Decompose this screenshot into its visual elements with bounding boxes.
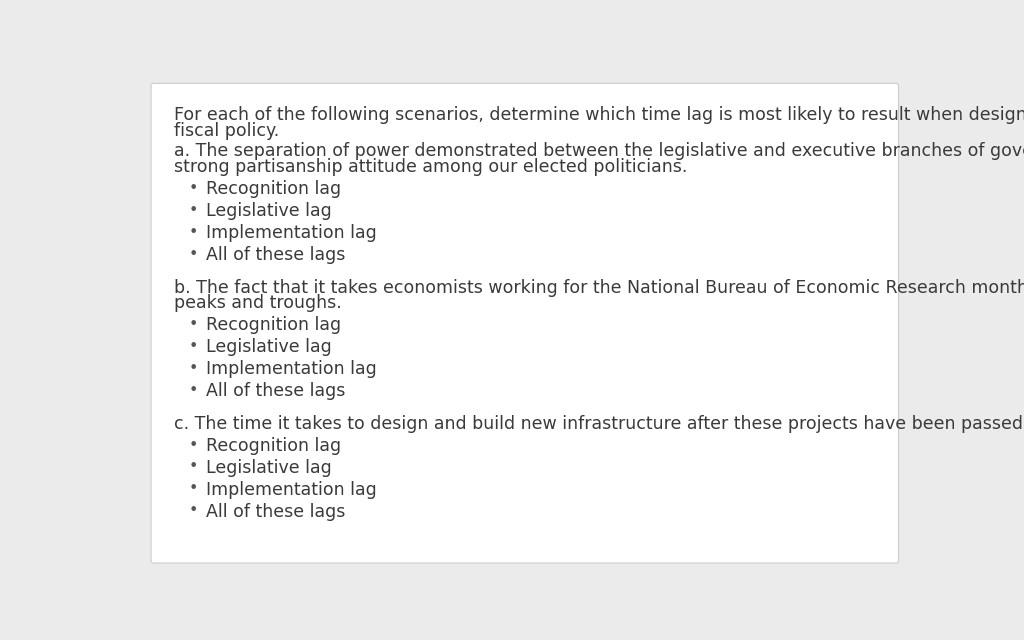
Text: •: • [188,438,198,452]
Text: •: • [188,460,198,474]
Text: strong partisanship attitude among our elected politicians.: strong partisanship attitude among our e… [174,158,688,176]
Text: •: • [188,317,198,332]
Text: •: • [188,225,198,239]
Text: Legislative lag: Legislative lag [206,202,331,220]
Text: Implementation lag: Implementation lag [206,224,376,242]
Text: fiscal policy.: fiscal policy. [174,122,280,140]
Text: •: • [188,203,198,218]
Text: For each of the following scenarios, determine which time lag is most likely to : For each of the following scenarios, det… [174,106,1024,124]
Text: Legislative lag: Legislative lag [206,459,331,477]
Text: •: • [188,246,198,262]
Text: peaks and troughs.: peaks and troughs. [174,294,342,312]
Text: Legislative lag: Legislative lag [206,338,331,356]
Text: Recognition lag: Recognition lag [206,436,341,455]
Text: Implementation lag: Implementation lag [206,360,376,378]
Text: b. The fact that it takes economists working for the National Bureau of Economic: b. The fact that it takes economists wor… [174,278,1024,296]
Text: •: • [188,504,198,518]
Text: Recognition lag: Recognition lag [206,180,341,198]
Text: c. The time it takes to design and build new infrastructure after these projects: c. The time it takes to design and build… [174,415,1024,433]
Text: •: • [188,339,198,354]
Text: •: • [188,180,198,196]
Text: •: • [188,361,198,376]
Text: •: • [188,383,198,398]
Text: •: • [188,481,198,497]
Text: Recognition lag: Recognition lag [206,316,341,334]
Text: All of these lags: All of these lags [206,502,345,520]
Text: a. The separation of power demonstrated between the legislative and executive br: a. The separation of power demonstrated … [174,142,1024,160]
Text: All of these lags: All of these lags [206,382,345,400]
Text: All of these lags: All of these lags [206,246,345,264]
Text: Implementation lag: Implementation lag [206,481,376,499]
FancyBboxPatch shape [152,83,898,563]
